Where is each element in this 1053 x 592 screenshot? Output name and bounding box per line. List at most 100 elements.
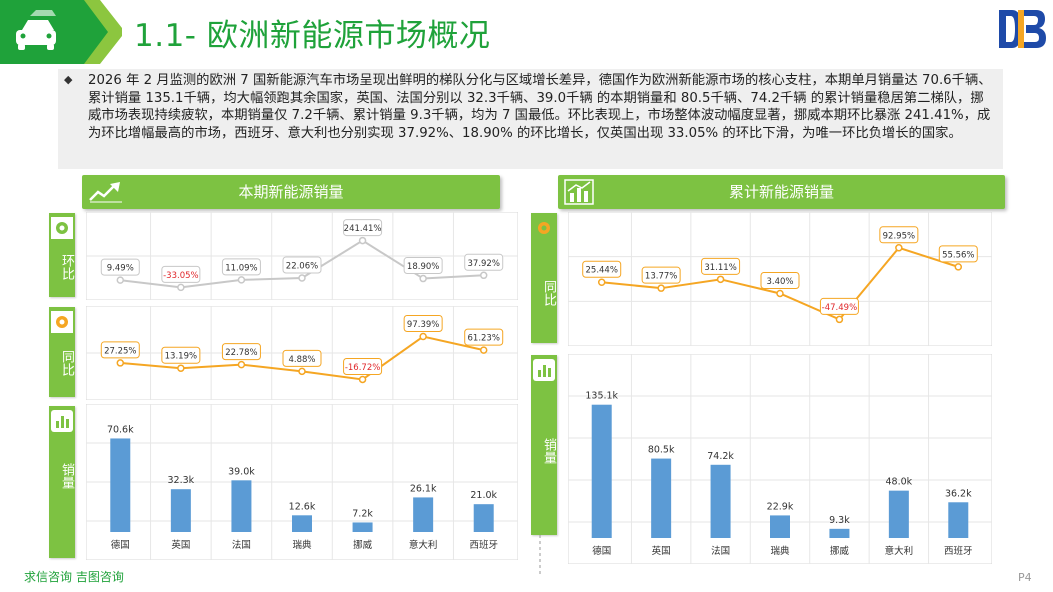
data-label: 97.39% <box>407 320 439 330</box>
bar-chart-icon <box>564 179 594 205</box>
data-point <box>895 244 903 252</box>
bar <box>231 480 252 532</box>
data-label: 25.44% <box>586 266 618 276</box>
summary-box: 2026 年 2 月监测的欧洲 7 国新能源汽车市场呈现出鲜明的梯队分化与区域增… <box>58 69 1003 169</box>
data-label-box <box>760 271 800 289</box>
data-label-box <box>582 260 622 278</box>
bar <box>413 497 434 532</box>
bar-value-label: 21.0k <box>470 490 497 501</box>
bar <box>292 515 312 532</box>
tab-sales-left: 销量 <box>49 406 75 558</box>
trend-up-icon <box>89 182 122 203</box>
data-point <box>716 275 725 284</box>
data-label-box <box>161 346 201 364</box>
tab-mom: 环比 <box>49 213 75 297</box>
bar-value-label: 39.0k <box>228 466 255 477</box>
data-label-box <box>403 257 443 275</box>
data-label: 61.23% <box>468 334 500 344</box>
data-label-box <box>879 226 919 244</box>
left-panel-header: 本期新能源销量 <box>82 175 500 209</box>
bar <box>352 522 373 532</box>
chart-current-yoy: 27.25% 13.19% 22.78% 4.88% -16.72% 97.39% 61.2… <box>86 306 518 400</box>
tab-yoy-right: 同比 <box>531 213 557 343</box>
data-point <box>358 236 367 245</box>
bar-chart-icon <box>533 359 555 381</box>
data-label: 31.11% <box>704 263 736 273</box>
data-label-box <box>641 266 681 284</box>
data-label: 13.77% <box>645 272 677 282</box>
bar-value-label: 80.5k <box>648 445 675 456</box>
bar-value-label: 7.2k <box>352 508 373 519</box>
chart-cumulative-sales: 135.1k 德国 80.5k 英国 74.2k 法国 22.9k 瑞典 9.3k 挪威 48.0k… <box>568 354 992 564</box>
bar-value-label: 22.9k <box>767 501 794 512</box>
bar-value-label: 26.1k <box>410 483 437 494</box>
data-point <box>237 360 246 369</box>
data-point <box>479 271 488 280</box>
bar <box>651 458 672 538</box>
data-point <box>358 375 367 384</box>
x-tick-label: 意大利 <box>409 539 438 551</box>
data-label: 241.41% <box>344 224 382 234</box>
x-tick-label: 德国 <box>111 539 130 551</box>
tab-sales-left-label: 销量 <box>59 463 74 489</box>
diamond-bullet-icon: ◆ <box>64 73 73 86</box>
target-icon <box>533 217 555 239</box>
data-label: 11.09% <box>225 263 257 273</box>
data-label-box <box>403 315 443 333</box>
bar <box>170 489 191 532</box>
bar <box>473 504 494 532</box>
data-point <box>657 284 665 292</box>
data-label: -16.72% <box>345 363 380 373</box>
page-title: 1.1- 欧洲新能源市场概况 <box>134 18 491 54</box>
data-point <box>116 359 125 367</box>
tab-sales-right: 销量 <box>531 355 557 535</box>
bar-value-label: 12.6k <box>289 501 316 512</box>
bar <box>829 528 850 538</box>
data-point <box>597 278 606 286</box>
chart-current-mom: 9.49% -33.05% 11.09% 22.06% 241.41% 18.90% 37.… <box>86 212 518 300</box>
bar-value-label: 70.6k <box>107 424 134 435</box>
x-tick-label: 英国 <box>171 539 190 551</box>
bar-value-label: 135.1k <box>585 391 618 402</box>
data-label-box <box>701 257 741 275</box>
data-label-box <box>100 341 140 359</box>
bar <box>948 502 969 538</box>
header-car-banner <box>0 0 122 64</box>
bar-value-label: 32.3k <box>168 475 195 486</box>
data-label-box <box>819 297 859 315</box>
data-label-box <box>282 349 322 367</box>
x-tick-label: 挪威 <box>830 545 850 557</box>
data-label-box <box>343 357 383 375</box>
divider-line <box>539 535 541 575</box>
data-label-box <box>100 258 140 276</box>
car-icon <box>16 10 56 50</box>
data-label-box <box>161 265 201 283</box>
x-tick-label: 西班牙 <box>944 545 973 557</box>
bar-value-label: 9.3k <box>829 515 850 526</box>
data-point <box>419 274 427 283</box>
chart-cumulative-yoy: 25.44% 13.77% 31.11% 3.40% -47.49% 92.95% 55.5… <box>568 212 992 346</box>
data-point <box>419 332 427 341</box>
target-icon <box>51 311 73 333</box>
bar <box>710 464 731 538</box>
bar-chart-icon <box>51 410 73 432</box>
footer-brand: 求信咨询 吉图咨询 <box>24 570 124 584</box>
bar <box>770 515 790 538</box>
x-tick-label: 西班牙 <box>469 539 498 551</box>
x-tick-label: 瑞典 <box>770 545 790 557</box>
data-label-box <box>343 219 383 237</box>
right-panel-title: 累计新能源销量 <box>728 183 834 201</box>
data-label-box <box>464 328 504 346</box>
data-label: -33.05% <box>163 271 198 281</box>
data-point <box>298 367 306 376</box>
bar-value-label: 36.2k <box>945 488 972 499</box>
data-label-box <box>938 245 978 263</box>
data-label: 22.06% <box>286 262 318 272</box>
x-tick-label: 意大利 <box>885 545 914 557</box>
data-label: -47.49% <box>822 303 857 313</box>
right-panel-header: 累计新能源销量 <box>558 175 1005 209</box>
data-label-box <box>221 343 261 361</box>
bar <box>591 404 612 538</box>
tab-yoy-right-label: 同比 <box>541 280 556 306</box>
target-icon <box>51 217 73 239</box>
